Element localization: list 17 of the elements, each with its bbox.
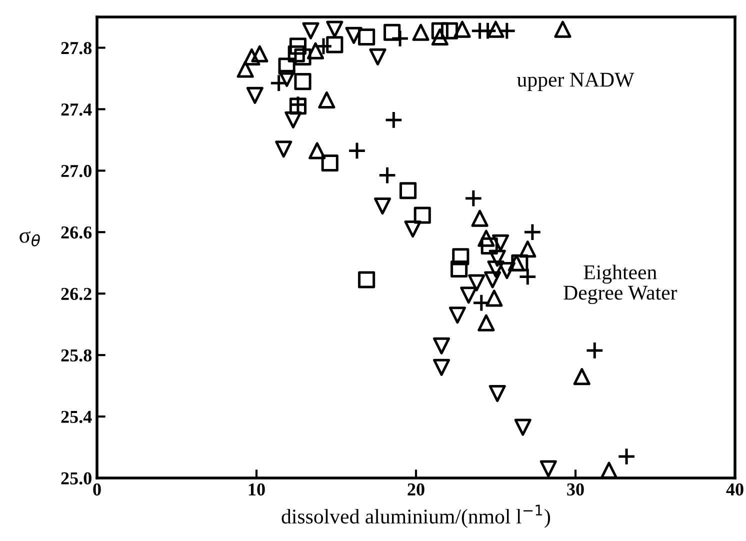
y-tick-label: 25.0 [61,472,92,485]
y-tick-label: 26.2 [61,288,92,300]
x-tick-label: 10 [248,483,265,496]
y-tick-label: 25.4 [61,410,92,424]
annotation: upper NADW [517,72,634,91]
x-tick-label: 20 [408,483,424,496]
y-tick-label: 27.8 [61,42,92,54]
y-tick-label: 27.0 [61,164,92,178]
y-tick-label: 26.6 [61,226,92,239]
annotation: Eighteen Degree Water [564,264,678,304]
y-tick-label: 27.4 [61,104,92,116]
y-axis-title: σ$_{θ}$ [20,231,40,246]
x-axis-title: dissolved aluminium/(nmol l$^{−1}$) [282,504,550,528]
x-tick-label: 30 [567,483,584,496]
x-tick-label: 0 [93,483,101,496]
x-tick-label: 40 [726,483,744,496]
y-tick-label: 25.8 [61,349,92,362]
